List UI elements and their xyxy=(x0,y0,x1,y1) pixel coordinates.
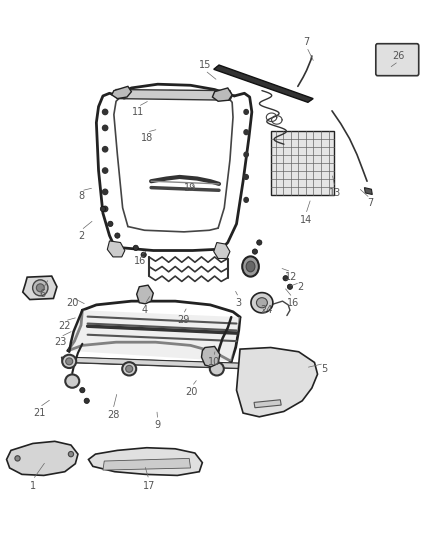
Text: 11: 11 xyxy=(132,107,144,117)
Text: 14: 14 xyxy=(300,215,312,224)
Text: 8: 8 xyxy=(78,191,84,201)
Polygon shape xyxy=(115,90,232,100)
Polygon shape xyxy=(237,348,318,417)
Polygon shape xyxy=(68,357,251,369)
Ellipse shape xyxy=(246,261,255,272)
Polygon shape xyxy=(61,357,244,369)
Polygon shape xyxy=(7,441,78,475)
Ellipse shape xyxy=(15,456,20,461)
Polygon shape xyxy=(68,310,240,361)
Polygon shape xyxy=(201,346,220,367)
Polygon shape xyxy=(271,131,334,195)
Ellipse shape xyxy=(102,168,108,173)
Ellipse shape xyxy=(100,206,106,212)
Text: 10: 10 xyxy=(208,358,220,367)
Ellipse shape xyxy=(126,366,133,372)
Text: 2: 2 xyxy=(78,231,84,240)
Text: 7: 7 xyxy=(367,198,373,207)
Ellipse shape xyxy=(256,297,267,308)
Text: 21: 21 xyxy=(33,408,46,418)
Text: 13: 13 xyxy=(329,188,341,198)
Text: 22: 22 xyxy=(59,321,71,331)
Polygon shape xyxy=(214,65,313,102)
Ellipse shape xyxy=(66,358,73,365)
Text: 7: 7 xyxy=(304,37,310,46)
Text: 15: 15 xyxy=(199,60,211,70)
Polygon shape xyxy=(254,400,281,408)
Ellipse shape xyxy=(102,147,108,152)
Text: 3: 3 xyxy=(236,298,242,308)
Ellipse shape xyxy=(244,130,248,135)
Ellipse shape xyxy=(65,374,79,388)
Ellipse shape xyxy=(133,245,138,251)
Text: 6: 6 xyxy=(40,289,46,299)
Ellipse shape xyxy=(102,189,108,195)
Polygon shape xyxy=(212,88,232,101)
Ellipse shape xyxy=(102,206,108,212)
Text: 12: 12 xyxy=(285,272,297,282)
FancyBboxPatch shape xyxy=(376,44,419,76)
Ellipse shape xyxy=(141,252,146,257)
Polygon shape xyxy=(137,285,153,304)
Polygon shape xyxy=(88,448,202,475)
Ellipse shape xyxy=(68,451,74,457)
Text: 4: 4 xyxy=(141,305,148,315)
Text: 26: 26 xyxy=(392,51,405,61)
Text: 20: 20 xyxy=(186,387,198,397)
Ellipse shape xyxy=(36,284,44,292)
Text: 9: 9 xyxy=(155,421,161,430)
Ellipse shape xyxy=(102,109,108,115)
Ellipse shape xyxy=(287,284,293,289)
Polygon shape xyxy=(112,86,131,99)
Ellipse shape xyxy=(244,152,248,157)
Text: 16: 16 xyxy=(134,256,146,266)
Ellipse shape xyxy=(115,233,120,238)
Text: 16: 16 xyxy=(286,298,299,308)
Polygon shape xyxy=(107,241,125,257)
Text: 28: 28 xyxy=(107,410,119,419)
Text: 29: 29 xyxy=(177,315,189,325)
Text: 1: 1 xyxy=(30,481,36,491)
Text: 18: 18 xyxy=(141,133,153,142)
Ellipse shape xyxy=(257,240,262,245)
Ellipse shape xyxy=(252,249,258,254)
Polygon shape xyxy=(23,276,57,300)
Text: 24: 24 xyxy=(260,305,272,315)
Ellipse shape xyxy=(283,276,288,281)
Ellipse shape xyxy=(244,110,248,115)
Ellipse shape xyxy=(102,125,108,131)
Ellipse shape xyxy=(84,398,89,403)
Ellipse shape xyxy=(108,221,113,227)
Ellipse shape xyxy=(242,256,259,277)
Polygon shape xyxy=(214,243,230,259)
Ellipse shape xyxy=(244,197,248,203)
Ellipse shape xyxy=(122,362,136,376)
Text: 2: 2 xyxy=(297,282,303,292)
Ellipse shape xyxy=(244,174,248,179)
Ellipse shape xyxy=(210,362,224,376)
Text: 19: 19 xyxy=(184,183,197,192)
Text: 23: 23 xyxy=(54,337,67,347)
Text: 20: 20 xyxy=(66,298,78,308)
Ellipse shape xyxy=(251,293,273,313)
Polygon shape xyxy=(364,188,372,195)
Text: 17: 17 xyxy=(143,481,155,491)
Ellipse shape xyxy=(62,355,76,368)
Ellipse shape xyxy=(80,387,85,393)
Ellipse shape xyxy=(32,280,48,296)
Polygon shape xyxy=(103,458,191,470)
Text: 5: 5 xyxy=(321,364,327,374)
